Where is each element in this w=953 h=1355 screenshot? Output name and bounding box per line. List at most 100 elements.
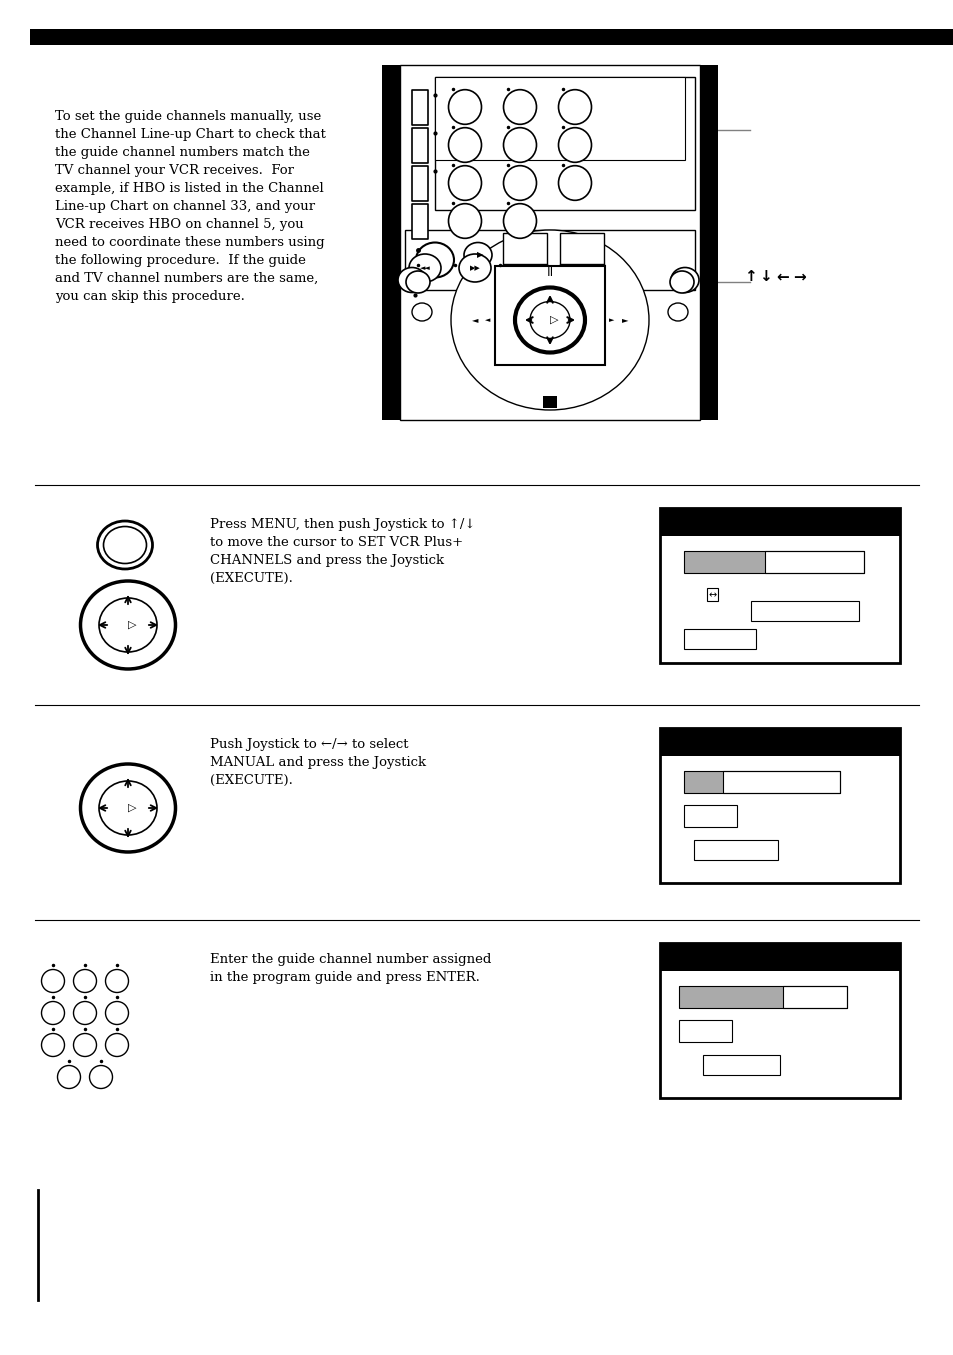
Circle shape (42, 1034, 65, 1057)
Bar (683, 551, 764, 573)
Bar (559, 264, 603, 291)
Bar (659, 728, 899, 756)
Circle shape (73, 1001, 96, 1024)
Bar (700, 65, 718, 420)
Text: ▷: ▷ (549, 314, 558, 325)
Circle shape (42, 969, 65, 992)
Bar (559, 233, 603, 266)
Bar (435, 77, 695, 210)
Text: →: → (793, 270, 805, 285)
Bar (435, 77, 684, 160)
Bar (702, 1054, 780, 1075)
Ellipse shape (448, 203, 481, 238)
Bar (693, 840, 777, 860)
Bar (412, 165, 428, 201)
Text: ||: || (546, 266, 553, 276)
Ellipse shape (99, 780, 157, 835)
Ellipse shape (448, 165, 481, 201)
Ellipse shape (503, 203, 536, 238)
Text: ↔: ↔ (708, 589, 716, 600)
Circle shape (73, 969, 96, 992)
Text: −: − (576, 271, 587, 285)
Bar (542, 396, 557, 408)
Text: ↓: ↓ (758, 270, 771, 285)
Bar (722, 771, 840, 793)
Circle shape (42, 1001, 65, 1024)
Bar (683, 551, 863, 573)
Bar (405, 230, 695, 290)
Ellipse shape (558, 165, 591, 201)
Bar (381, 65, 399, 420)
Ellipse shape (558, 89, 591, 125)
Circle shape (106, 969, 129, 992)
Bar (659, 728, 899, 883)
Ellipse shape (451, 230, 648, 411)
Bar (683, 771, 840, 793)
Bar (750, 602, 859, 621)
Bar (659, 943, 899, 1098)
Ellipse shape (99, 598, 157, 652)
Ellipse shape (397, 267, 426, 293)
Ellipse shape (667, 304, 687, 321)
Bar (659, 508, 899, 535)
Ellipse shape (558, 127, 591, 163)
Bar (683, 771, 722, 793)
Bar (412, 89, 428, 125)
Bar (683, 629, 755, 649)
Bar (502, 233, 546, 266)
Text: ←: ← (776, 270, 788, 285)
Text: ▷: ▷ (128, 804, 136, 813)
Ellipse shape (80, 581, 175, 669)
Bar (782, 986, 846, 1008)
Bar (764, 551, 863, 573)
Text: −: − (518, 271, 530, 285)
Text: ▶: ▶ (476, 251, 483, 260)
Circle shape (90, 1065, 112, 1088)
Text: ►: ► (609, 317, 614, 322)
Ellipse shape (448, 89, 481, 125)
Ellipse shape (503, 127, 536, 163)
Text: Enter the guide channel number assigned
in the program guide and press ENTER.: Enter the guide channel number assigned … (210, 953, 491, 984)
Text: ↑: ↑ (742, 270, 756, 285)
Text: ◄: ◄ (471, 316, 477, 324)
Ellipse shape (103, 527, 147, 564)
Bar (683, 805, 736, 827)
Bar (399, 65, 700, 420)
Bar (679, 1020, 731, 1042)
Bar (30, 28, 953, 45)
Text: ◄◄: ◄◄ (419, 266, 430, 271)
Ellipse shape (463, 243, 492, 267)
Circle shape (57, 1065, 80, 1088)
Text: Push Joystick to ←/→ to select
MANUAL and press the Joystick
(EXECUTE).: Push Joystick to ←/→ to select MANUAL an… (210, 738, 426, 787)
Bar (412, 127, 428, 163)
Ellipse shape (503, 165, 536, 201)
Ellipse shape (416, 243, 454, 278)
Ellipse shape (412, 304, 432, 321)
Bar (679, 986, 846, 1008)
Ellipse shape (669, 271, 693, 293)
Text: ◄: ◄ (485, 317, 490, 322)
Bar (412, 203, 428, 238)
Bar (659, 943, 899, 972)
Bar (659, 508, 899, 663)
Ellipse shape (515, 287, 584, 352)
Text: ►: ► (621, 316, 628, 324)
Text: To set the guide channels manually, use
the Channel Line-up Chart to check that
: To set the guide channels manually, use … (55, 110, 326, 304)
Ellipse shape (670, 267, 699, 293)
Text: ▶▶: ▶▶ (469, 266, 480, 271)
Circle shape (73, 1034, 96, 1057)
Circle shape (106, 1034, 129, 1057)
Ellipse shape (97, 522, 152, 569)
Ellipse shape (80, 764, 175, 852)
Ellipse shape (409, 253, 440, 282)
Text: +: + (576, 244, 587, 256)
Ellipse shape (406, 271, 430, 293)
Ellipse shape (458, 253, 491, 282)
Text: +: + (519, 244, 530, 256)
Bar (495, 266, 604, 364)
Circle shape (106, 1001, 129, 1024)
Ellipse shape (530, 302, 569, 339)
Bar (502, 264, 546, 291)
Ellipse shape (448, 127, 481, 163)
Ellipse shape (503, 89, 536, 125)
